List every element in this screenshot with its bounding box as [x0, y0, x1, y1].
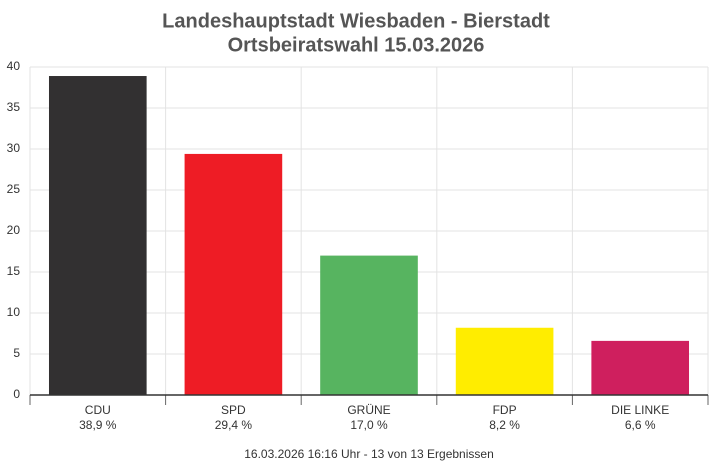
y-tick-label: 5	[13, 346, 20, 360]
chart-subtitle: Ortsbeiratswahl 15.03.2026	[228, 34, 485, 56]
value-label: 8,2 %	[489, 418, 520, 432]
y-tick-label: 40	[7, 59, 21, 73]
y-tick-label: 20	[7, 223, 21, 237]
y-tick-label: 0	[13, 387, 20, 401]
bar	[184, 153, 283, 395]
x-tick-label: CDU	[85, 403, 111, 417]
bar	[455, 327, 554, 395]
y-tick-label: 35	[7, 100, 21, 114]
y-tick-label: 10	[7, 305, 21, 319]
value-label: 17,0 %	[350, 418, 388, 432]
value-label: 38,9 %	[79, 418, 117, 432]
x-tick-label: SPD	[221, 403, 246, 417]
bar	[320, 255, 418, 395]
y-tick-label: 25	[7, 182, 21, 196]
bar	[48, 76, 147, 396]
y-tick-label: 30	[7, 141, 21, 155]
footnote: 16.03.2026 16:16 Uhr - 13 von 13 Ergebni…	[244, 447, 494, 461]
value-label: 29,4 %	[215, 418, 253, 432]
bar	[591, 340, 690, 395]
y-tick-label: 15	[7, 264, 21, 278]
chart-title: Landeshauptstadt Wiesbaden - Bierstadt	[162, 10, 550, 32]
x-tick-label: GRÜNE	[347, 403, 390, 417]
x-tick-label: DIE LINKE	[611, 403, 669, 417]
value-label: 6,6 %	[625, 418, 656, 432]
x-tick-label: FDP	[493, 403, 517, 417]
